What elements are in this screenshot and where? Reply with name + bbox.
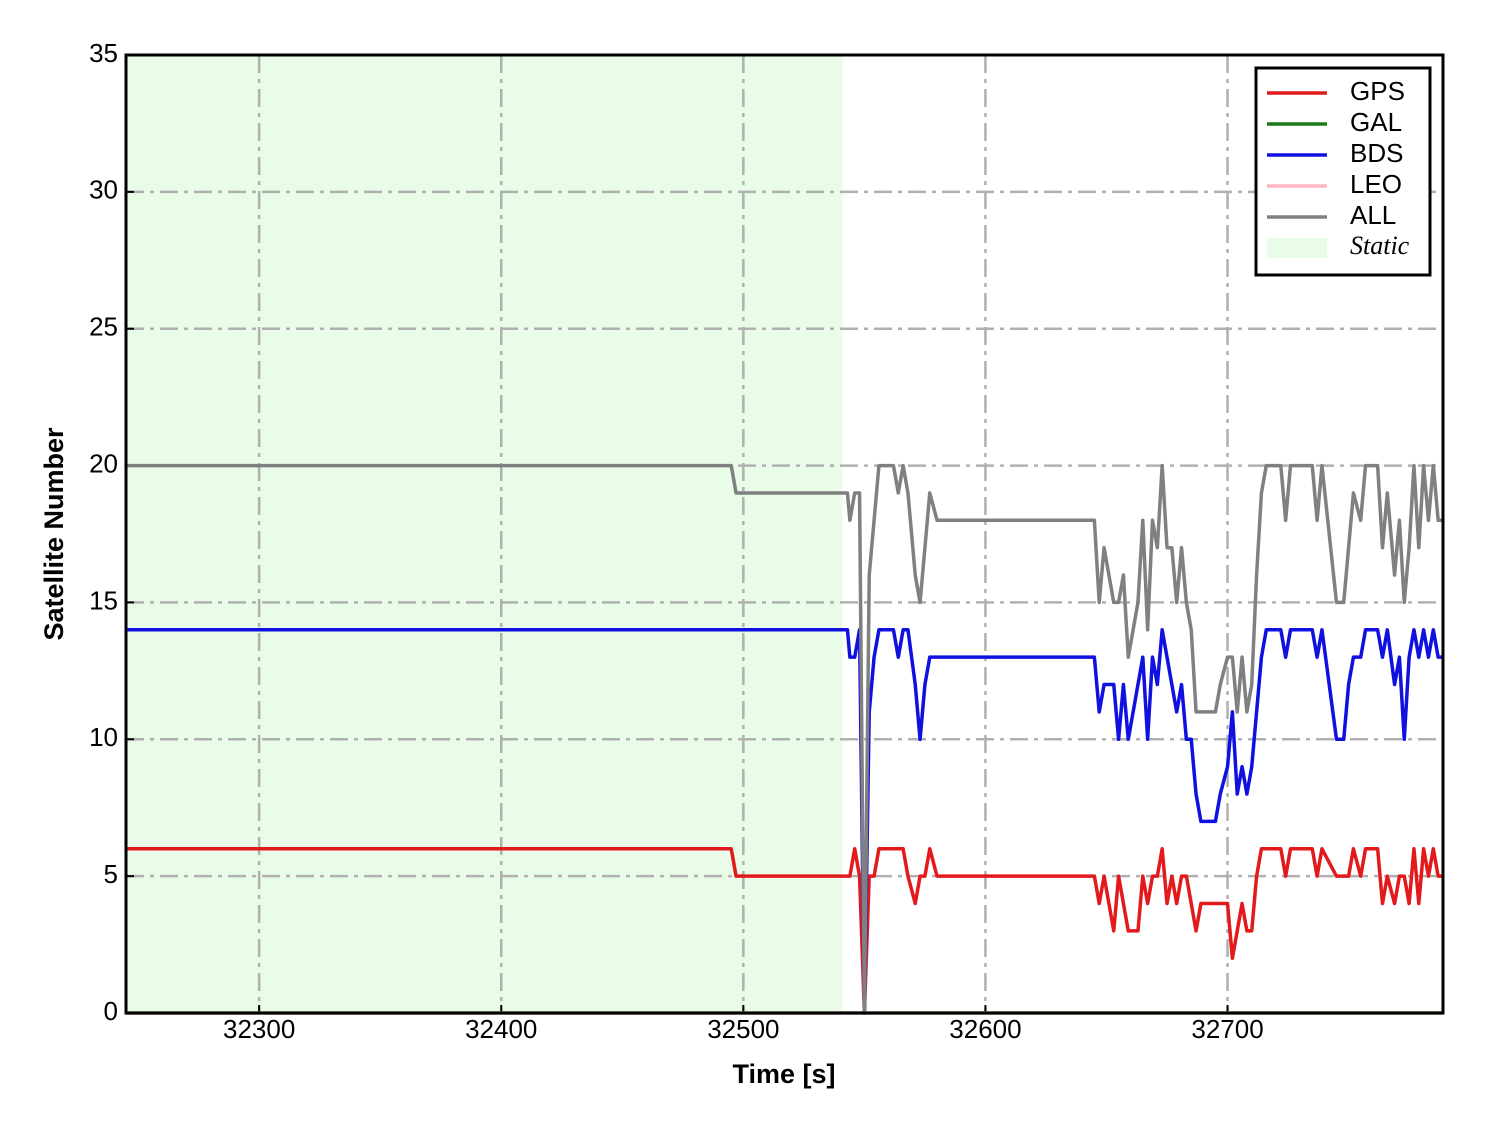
- y-tick-label: 25: [89, 312, 118, 342]
- y-axis-title: Satellite Number: [39, 427, 69, 641]
- legend-label: ALL: [1350, 200, 1396, 230]
- x-tick-label: 32400: [465, 1014, 537, 1044]
- legend-label: LEO: [1350, 169, 1402, 199]
- x-tick-label: 32600: [949, 1014, 1021, 1044]
- plot-frame: [124, 53, 1445, 1015]
- y-tick-label: 0: [104, 996, 118, 1026]
- x-tick-label: 32700: [1191, 1014, 1263, 1044]
- static-span: [126, 55, 843, 1013]
- y-tick-label: 10: [89, 722, 118, 752]
- legend-swatch: [1267, 238, 1327, 258]
- series-line: [126, 847, 1443, 1015]
- legend-label: BDS: [1350, 138, 1403, 168]
- y-tick-label: 20: [89, 448, 118, 478]
- series-line: [126, 463, 1443, 1015]
- y-tick-label: 35: [89, 38, 118, 68]
- series-line: [126, 628, 1443, 1015]
- y-tick-label: 15: [89, 585, 118, 615]
- y-tick-label: 30: [89, 175, 118, 205]
- legend-label: Static: [1350, 231, 1410, 260]
- x-tick-label: 32300: [223, 1014, 295, 1044]
- x-axis-title: Time [s]: [732, 1059, 835, 1089]
- legend-label: GPS: [1350, 76, 1405, 106]
- legend-label: GAL: [1350, 107, 1402, 137]
- x-tick-label: 32500: [707, 1014, 779, 1044]
- y-tick-label: 5: [104, 859, 118, 889]
